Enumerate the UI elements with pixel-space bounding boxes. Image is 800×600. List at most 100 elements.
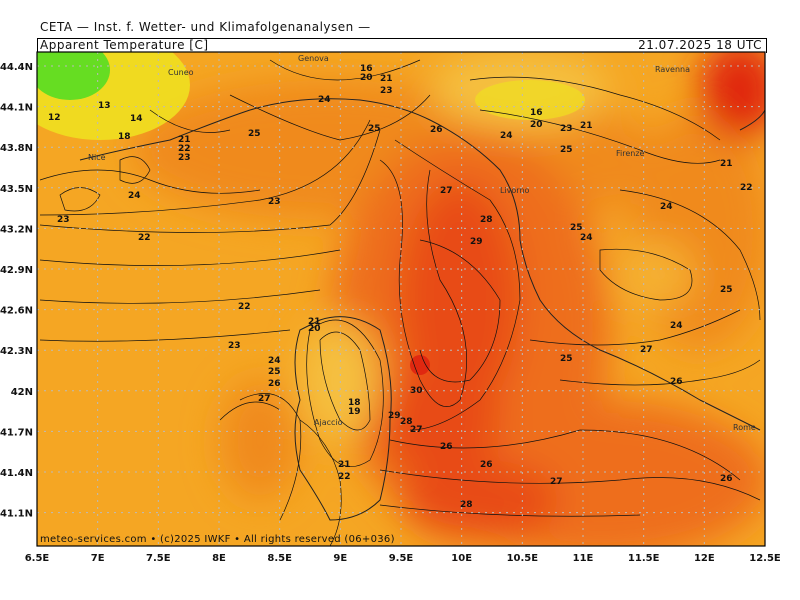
y-tick-label: 43.5N [0,184,33,195]
contour-label-21b: 21 [380,74,393,84]
contour-label-26c: 26 [268,379,281,389]
contour-label-25e: 25 [720,285,733,295]
contour-label-21c: 21 [580,121,593,131]
contour-label-29: 29 [470,237,483,247]
city-genova: Genova [298,54,329,63]
x-tick-label: 8.5E [267,553,292,564]
y-tick-label: 42.3N [0,346,33,357]
contour-label-22b: 22 [138,233,151,243]
x-axis: 6.5E 7E 7.5E 8E 8.5E 9E 9.5E 10E 10.5E 11E 11.5E 12… [25,553,781,564]
y-tick-label: 43.2N [0,224,33,235]
contour-label-25b: 25 [368,124,381,134]
x-tick-label: 8E [212,553,226,564]
y-tick-label: 41.4N [0,468,33,479]
contour-label-26f: 26 [720,474,733,484]
contour-label-18: 18 [118,132,131,142]
contour-label-20b: 20 [530,120,543,130]
x-tick-label: 9.5E [389,553,414,564]
contour-label-21d: 21 [720,159,733,169]
contour-label-16: 16 [360,64,373,74]
contour-label-23: 23 [178,153,191,163]
x-tick-label: 10E [451,553,472,564]
x-tick-label: 12E [694,553,715,564]
contour-label-23c: 23 [380,86,393,96]
y-tick-label: 41.1N [0,509,33,520]
contour-label-26e: 26 [480,460,493,470]
contour-label-21e: 21 [308,317,321,327]
x-tick-label: 7.5E [146,553,171,564]
city-ravenna: Ravenna [655,65,690,74]
contour-lines [39,59,761,546]
contour-label-27b: 27 [640,345,653,355]
city-firenze: Firenze [616,149,645,158]
contour-label-22: 22 [178,144,191,154]
contour-label-27c: 27 [258,394,271,404]
contour-label-22c: 22 [740,183,753,193]
contour-label-27: 27 [440,186,453,196]
contour-label-24c: 24 [500,131,513,141]
contour-label-24b: 24 [318,95,331,105]
credit-line: meteo-services.com • (c)2025 IWKF • All … [40,534,395,545]
y-tick-label: 42N [11,387,33,398]
contour-label-21: 21 [178,135,191,145]
contour-labels: 12 13 14 18 21 22 23 24 23 22 16 20 21 2… [48,64,753,510]
header-bar: Apparent Temperature [C] 21.07.2025 18 U… [37,38,767,53]
contour-label-24: 24 [128,191,141,201]
city-rome: Rome [733,423,756,432]
contour-label-18b: 18 [348,398,361,408]
contour-label-28: 28 [480,215,493,225]
contour-label-27d: 27 [410,425,423,435]
y-tick-label: 42.9N [0,265,33,276]
contour-label-23d: 23 [268,197,281,207]
contour-label-24f: 24 [670,321,683,331]
x-tick-label: 11.5E [628,553,660,564]
x-tick-label: 7E [91,553,105,564]
contour-label-22d: 22 [238,302,251,312]
contour-label-25c: 25 [560,145,573,155]
contour-label-26d: 26 [440,442,453,452]
city-cuneo: Cuneo [168,68,194,77]
contour-label-24e: 24 [580,233,593,243]
contour-label-26: 26 [430,125,443,135]
plot-frame [36,51,766,547]
contour-label-28c: 28 [460,500,473,510]
x-tick-label: 6.5E [25,553,50,564]
contour-label-13: 13 [98,101,111,111]
x-tick-label: 12.5E [749,553,781,564]
contour-label-24g: 24 [268,356,281,366]
contour-label-25f: 25 [560,354,573,364]
contour-label-20c: 20 [308,324,321,334]
city-nice: Nice [88,153,106,162]
contour-label-25d: 25 [570,223,583,233]
y-axis: 44.4N 44.1N 43.8N 43.5N 43.2N 42.9N 42.6N 42.3N… [0,62,33,520]
contour-label-26b: 26 [670,377,683,387]
y-tick-label: 43.8N [0,143,33,154]
contour-label-19: 19 [348,407,361,417]
x-tick-label: 11E [573,553,594,564]
contour-label-24d: 24 [660,202,673,212]
y-tick-label: 44.4N [0,62,33,73]
contour-label-23f: 23 [228,341,241,351]
y-tick-label: 41.7N [0,427,33,438]
contour-label-29b: 29 [388,411,401,421]
grid [37,52,765,546]
contour-label-25g: 25 [268,367,281,377]
contour-label-20: 20 [360,73,373,83]
contour-label-12: 12 [48,113,61,123]
variable-label: Apparent Temperature [C] [40,38,209,52]
y-tick-label: 42.6N [0,306,33,317]
x-tick-label: 10.5E [507,553,539,564]
contour-label-25: 25 [248,129,261,139]
x-tick-label: 9E [333,553,347,564]
datetime-label: 21.07.2025 18 UTC [638,38,762,52]
contour-label-28b: 28 [400,417,413,427]
contour-label-16b: 16 [530,108,543,118]
coastlines [79,98,765,521]
city-livorno: Livorno [500,186,530,195]
contour-label-27e: 27 [550,477,563,487]
y-tick-label: 44.1N [0,103,33,114]
city-ajaccio: Ajaccio [314,418,343,427]
contour-label-14: 14 [130,114,143,124]
contour-label-21f: 21 [338,460,351,470]
